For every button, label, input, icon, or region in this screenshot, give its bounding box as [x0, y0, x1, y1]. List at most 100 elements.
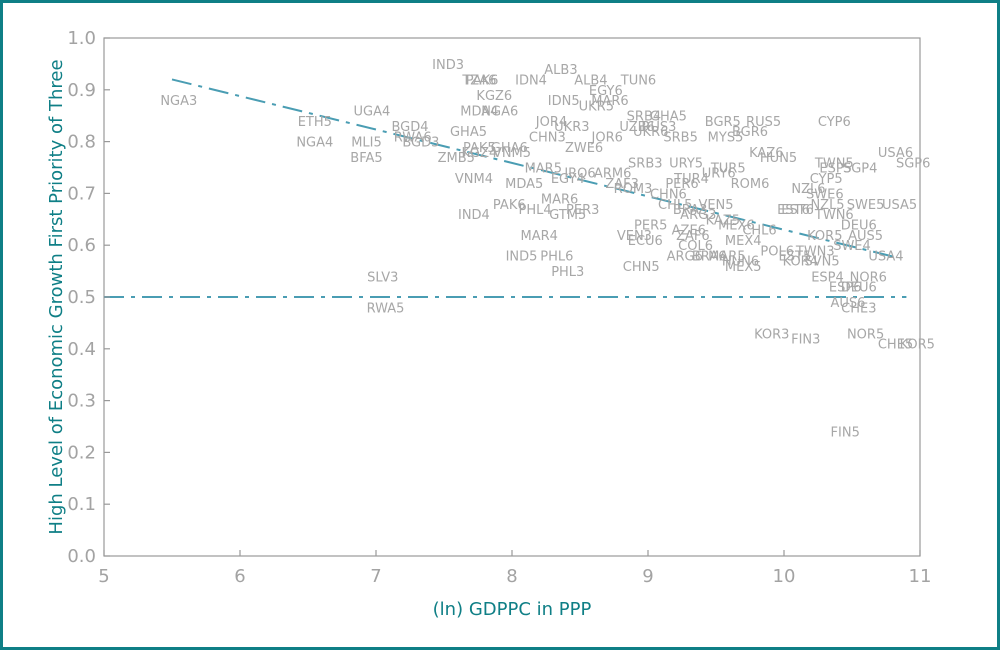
point-label: BRA6 [692, 250, 727, 265]
point-label: USA5 [882, 198, 917, 213]
point-label: SWE5 [847, 198, 885, 213]
point-label: SLV3 [367, 270, 398, 285]
point-label: BGD4 [391, 120, 428, 135]
point-label: KGZ6 [476, 89, 512, 104]
x-tick-label: 10 [773, 566, 796, 587]
point-label: KOR3 [754, 327, 789, 342]
point-label: SGP4 [843, 162, 877, 177]
point-label: JOR6 [591, 130, 623, 145]
point-label: NGA3 [160, 94, 197, 109]
x-tick-label: 6 [234, 566, 245, 587]
x-tick-label: 7 [370, 566, 381, 587]
y-tick-label: 0.3 [67, 391, 96, 412]
point-label: PER5 [634, 218, 667, 233]
point-label: KAZ6 [749, 146, 783, 161]
point-label: VNM4 [455, 172, 493, 187]
point-label: EGY4 [551, 172, 585, 187]
point-label: ETH5 [298, 115, 332, 130]
point-label: PER6 [665, 177, 698, 192]
point-label: BRA3 [673, 203, 708, 218]
point-label: MEX4 [725, 234, 762, 249]
point-label: BGD3 [402, 136, 439, 151]
point-label: ROM6 [731, 177, 770, 192]
point-label: CHN3 [529, 130, 566, 145]
point-label: TUR4 [673, 172, 709, 187]
point-label: HUN6 [722, 255, 759, 270]
point-label: MAR5 [708, 250, 745, 265]
point-label: MAR4 [520, 229, 557, 244]
point-label: MDA4 [460, 105, 498, 120]
point-label: NGA6 [481, 105, 518, 120]
y-tick-label: 1.0 [67, 28, 96, 49]
point-label: AZE6 [672, 224, 706, 239]
point-label: UKR5 [579, 99, 614, 114]
point-label: PHL3 [551, 265, 584, 280]
point-label: SVN5 [805, 255, 840, 270]
y-tick-label: 0.6 [67, 235, 96, 256]
point-label: ZWE6 [565, 141, 603, 156]
point-label: CYP6 [818, 115, 851, 130]
point-label: ARG3 [680, 208, 716, 223]
y-tick-label: 0.0 [67, 546, 96, 567]
point-label: ESP4 [811, 270, 844, 285]
point-label: UKR6 [633, 125, 668, 140]
point-label: SRB5 [663, 130, 697, 145]
point-label: HUN5 [760, 151, 797, 166]
point-label: ESP5 [819, 162, 852, 177]
point-label: VEN3 [617, 229, 652, 244]
point-label: COL6 [678, 239, 713, 254]
point-label: PER3 [566, 203, 599, 218]
point-label: ZAF6 [676, 229, 710, 244]
point-label: NZL6 [791, 182, 825, 197]
point-label: SGP6 [896, 156, 930, 171]
point-label: KOR5 [807, 229, 842, 244]
point-label: PAK5 [463, 141, 496, 156]
point-label: GHA5 [650, 110, 687, 125]
point-label: CHN5 [623, 260, 660, 275]
point-label: ZAF3 [605, 177, 639, 192]
point-label: SRB3 [628, 156, 662, 171]
y-tick-label: 0.7 [67, 183, 96, 204]
point-label: KAZ5 [706, 213, 740, 228]
point-label: VNM5 [493, 146, 531, 161]
point-label: RWA6 [394, 130, 432, 145]
y-tick-label: 0.9 [67, 80, 96, 101]
x-tick-label: 11 [909, 566, 932, 587]
point-label: ESP6 [829, 281, 862, 296]
point-label: GHA6 [491, 141, 528, 156]
point-label: TUN6 [620, 73, 656, 88]
x-tick-label: 8 [506, 566, 517, 587]
point-label: BFA5 [350, 151, 382, 166]
point-label: UKR3 [554, 120, 589, 135]
point-label: NGA4 [296, 136, 333, 151]
point-label: CHE3 [841, 301, 876, 316]
point-label: IRQ6 [564, 167, 595, 182]
point-label: SWE6 [806, 187, 844, 202]
point-label: ECU6 [628, 234, 663, 249]
point-label: CHL6 [742, 224, 776, 239]
point-label: RUS5 [746, 115, 781, 130]
point-label: UZB6 [619, 120, 654, 135]
y-tick-label: 0.1 [67, 494, 96, 515]
point-label: TWN5 [814, 156, 854, 171]
point-label: ARG6 [667, 250, 703, 265]
point-label: USA4 [868, 250, 903, 265]
point-label: FIN3 [791, 332, 820, 347]
point-label: TUR5 [710, 162, 746, 177]
point-label: TWN6 [814, 208, 854, 223]
point-label: UGA4 [354, 105, 391, 120]
point-label: CHN6 [650, 187, 687, 202]
y-tick-label: 0.4 [67, 339, 96, 360]
point-label: MEX6 [718, 218, 755, 233]
point-label: IDN4 [515, 73, 547, 88]
point-label: NOR6 [850, 270, 887, 285]
point-label: VEN5 [698, 198, 733, 213]
point-label: CHL5 [658, 198, 692, 213]
x-tick-label: 9 [642, 566, 653, 587]
point-label: BGR5 [705, 115, 741, 130]
point-label: MYS5 [708, 130, 744, 145]
point-label: ZMB5 [438, 151, 475, 166]
point-label: MLI5 [351, 136, 382, 151]
point-label: SWE4 [833, 239, 871, 254]
